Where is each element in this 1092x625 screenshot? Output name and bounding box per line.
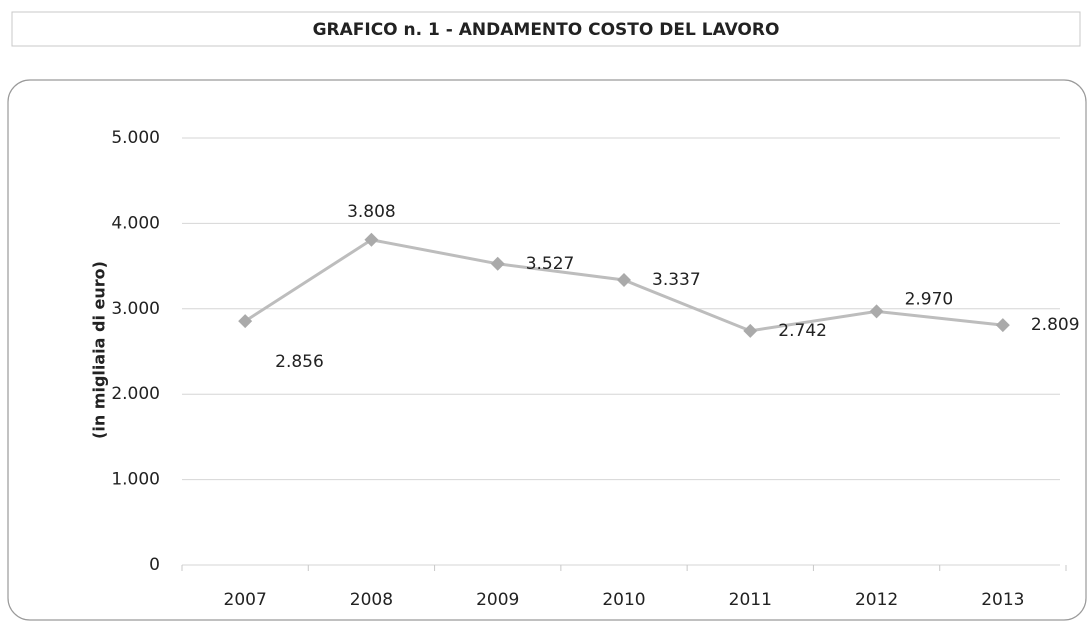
- y-tick-label: 3.000: [111, 299, 160, 319]
- x-tick-label: 2009: [476, 590, 519, 610]
- y-axis-label: (in migliaia di euro): [90, 261, 109, 439]
- y-tick-label: 4.000: [111, 213, 160, 233]
- x-tick-label: 2012: [855, 590, 898, 610]
- x-tick-label: 2013: [981, 590, 1024, 610]
- data-label: 3.337: [652, 270, 701, 290]
- x-tick-label: 2008: [350, 590, 393, 610]
- data-label: 2.856: [275, 352, 324, 372]
- y-tick-label: 2.000: [111, 384, 160, 404]
- data-label: 2.742: [778, 321, 827, 341]
- x-tick-label: 2011: [729, 590, 772, 610]
- data-label: 2.809: [1031, 315, 1080, 335]
- data-label: 2.970: [905, 289, 954, 309]
- chart-panel: [7, 79, 1087, 621]
- title-box: [11, 11, 1081, 47]
- marker: [869, 304, 884, 319]
- marker: [617, 273, 631, 288]
- data-label: 3.527: [526, 254, 575, 274]
- y-tick-label: 1.000: [111, 470, 160, 490]
- chart-title: GRAFICO n. 1 - ANDAMENTO COSTO DEL LAVOR…: [313, 20, 780, 40]
- y-tick-label: 0: [149, 555, 160, 575]
- marker: [995, 318, 1010, 333]
- marker: [364, 232, 379, 247]
- x-tick-label: 2010: [602, 590, 645, 610]
- marker: [743, 323, 758, 338]
- data-label: 3.808: [347, 202, 396, 222]
- y-tick-label: 5.000: [111, 128, 160, 148]
- marker: [490, 256, 505, 271]
- x-tick-label: 2007: [224, 590, 267, 610]
- marker: [238, 314, 253, 329]
